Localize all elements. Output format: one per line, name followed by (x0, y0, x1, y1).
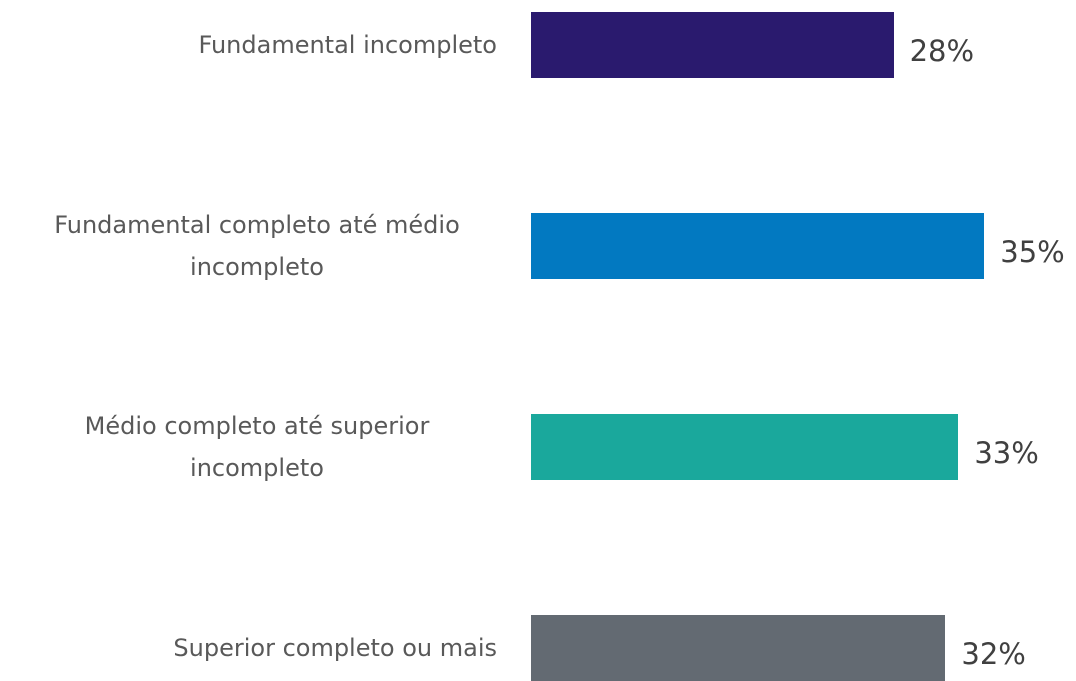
bar (531, 414, 959, 480)
bar (531, 12, 894, 78)
category-label-box: Fundamental incompleto (0, 0, 497, 108)
category-label-box: Superior completo ou mais (0, 585, 497, 681)
category-label: Superior completo ou mais (173, 634, 497, 662)
category-label: Fundamental incompleto (198, 31, 497, 59)
category-label: Fundamental completo até médio incomplet… (54, 211, 460, 281)
value-label: 33% (974, 436, 1039, 470)
value-label: 32% (961, 637, 1026, 671)
value-label: 28% (909, 34, 975, 68)
category-label-box: Fundamental completo até médio incomplet… (0, 183, 497, 309)
value-label: 35% (1000, 235, 1065, 269)
category-label: Médio completo até superior incompleto (84, 412, 430, 482)
category-label-box: Médio completo até superior incompleto (0, 384, 497, 510)
bar (531, 213, 985, 279)
bar (531, 615, 946, 681)
